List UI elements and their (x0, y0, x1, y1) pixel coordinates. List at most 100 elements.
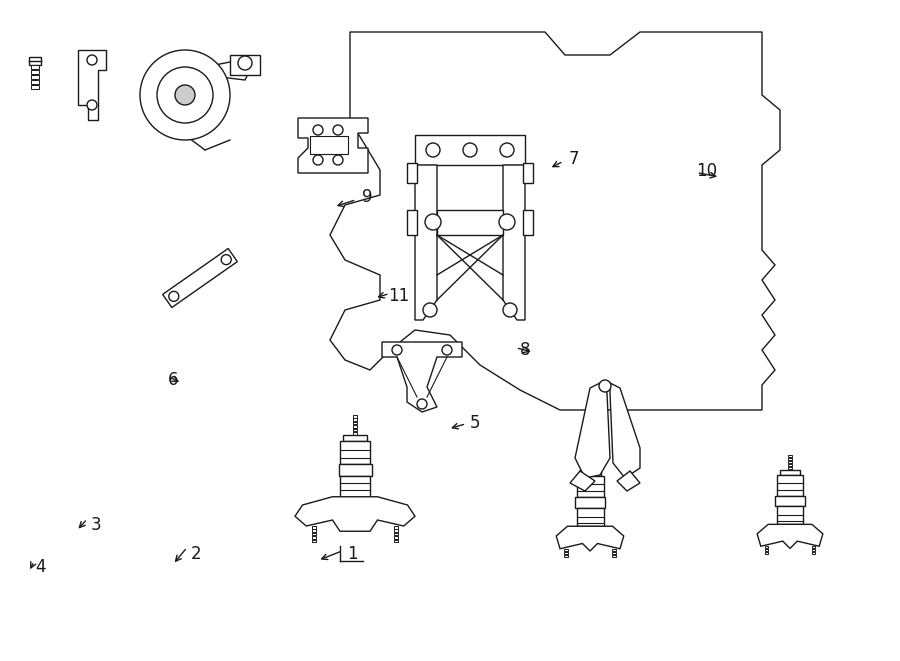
Bar (580, 470, 600, 476)
Circle shape (175, 85, 195, 105)
Bar (310, 136, 348, 154)
Bar (523, 163, 533, 183)
Polygon shape (298, 118, 368, 173)
Bar (407, 163, 417, 183)
Circle shape (238, 56, 252, 70)
Text: 5: 5 (470, 414, 481, 432)
Bar (312, 539, 316, 542)
Bar (577, 508, 604, 526)
Circle shape (169, 292, 179, 301)
Bar (788, 461, 792, 463)
Circle shape (87, 100, 97, 110)
Circle shape (499, 214, 515, 230)
Bar (612, 555, 616, 557)
Polygon shape (610, 383, 640, 478)
Circle shape (503, 303, 517, 317)
Bar (812, 546, 815, 549)
Bar (394, 539, 398, 542)
Circle shape (442, 345, 452, 355)
Polygon shape (295, 497, 415, 531)
Text: 8: 8 (520, 341, 531, 360)
Circle shape (417, 399, 427, 409)
Bar (394, 533, 398, 535)
Bar (765, 549, 769, 551)
Bar (312, 533, 316, 535)
Text: 3: 3 (91, 516, 102, 535)
Circle shape (423, 303, 437, 317)
Bar (564, 552, 568, 554)
Circle shape (599, 380, 611, 392)
Bar (340, 442, 370, 464)
Text: 1: 1 (347, 545, 358, 563)
Bar (812, 549, 815, 551)
Text: 11: 11 (388, 287, 410, 305)
Bar (577, 476, 604, 497)
Bar (31, 80, 39, 84)
Bar (31, 75, 39, 79)
Bar (779, 469, 800, 475)
Bar (765, 552, 769, 555)
Bar (564, 549, 568, 551)
Circle shape (333, 155, 343, 165)
Circle shape (313, 155, 323, 165)
Bar (353, 425, 357, 428)
Bar (588, 467, 592, 469)
Bar (338, 464, 372, 476)
Bar (588, 458, 592, 460)
Circle shape (426, 143, 440, 157)
Circle shape (425, 214, 441, 230)
Bar (353, 415, 357, 418)
Circle shape (157, 67, 213, 123)
Polygon shape (556, 526, 624, 551)
Circle shape (87, 55, 97, 65)
Polygon shape (503, 165, 525, 320)
Circle shape (313, 125, 323, 135)
Polygon shape (382, 342, 462, 412)
Bar (353, 418, 357, 421)
Bar (612, 549, 616, 551)
Bar (29, 57, 41, 65)
Circle shape (333, 125, 343, 135)
Bar (612, 552, 616, 554)
Bar (353, 428, 357, 431)
Circle shape (392, 345, 402, 355)
Bar (343, 435, 367, 442)
Bar (564, 555, 568, 557)
Bar (394, 529, 398, 532)
Text: 7: 7 (569, 149, 580, 168)
Bar (788, 467, 792, 469)
Polygon shape (757, 524, 823, 549)
Bar (523, 210, 533, 235)
Bar (353, 422, 357, 424)
Polygon shape (78, 50, 106, 120)
Bar (312, 526, 316, 529)
Circle shape (221, 254, 231, 264)
Polygon shape (163, 249, 238, 307)
Polygon shape (617, 471, 640, 491)
Bar (788, 455, 792, 457)
Bar (415, 135, 525, 165)
Bar (777, 475, 803, 496)
Polygon shape (415, 165, 437, 320)
Bar (788, 464, 792, 466)
Bar (407, 210, 417, 235)
Bar (437, 210, 503, 235)
Bar (394, 526, 398, 529)
Bar (31, 65, 39, 69)
Text: 4: 4 (35, 558, 46, 576)
Polygon shape (570, 471, 595, 491)
Bar (777, 506, 803, 524)
Polygon shape (193, 60, 250, 120)
Bar (812, 552, 815, 555)
Polygon shape (330, 32, 780, 410)
Bar (312, 536, 316, 539)
Bar (588, 455, 592, 457)
Text: 6: 6 (167, 371, 178, 389)
Bar (340, 476, 370, 497)
Text: 2: 2 (191, 545, 202, 563)
Bar (230, 55, 260, 75)
Bar (575, 497, 605, 508)
Bar (776, 496, 805, 506)
Text: 10: 10 (696, 161, 717, 180)
Bar (312, 529, 316, 532)
